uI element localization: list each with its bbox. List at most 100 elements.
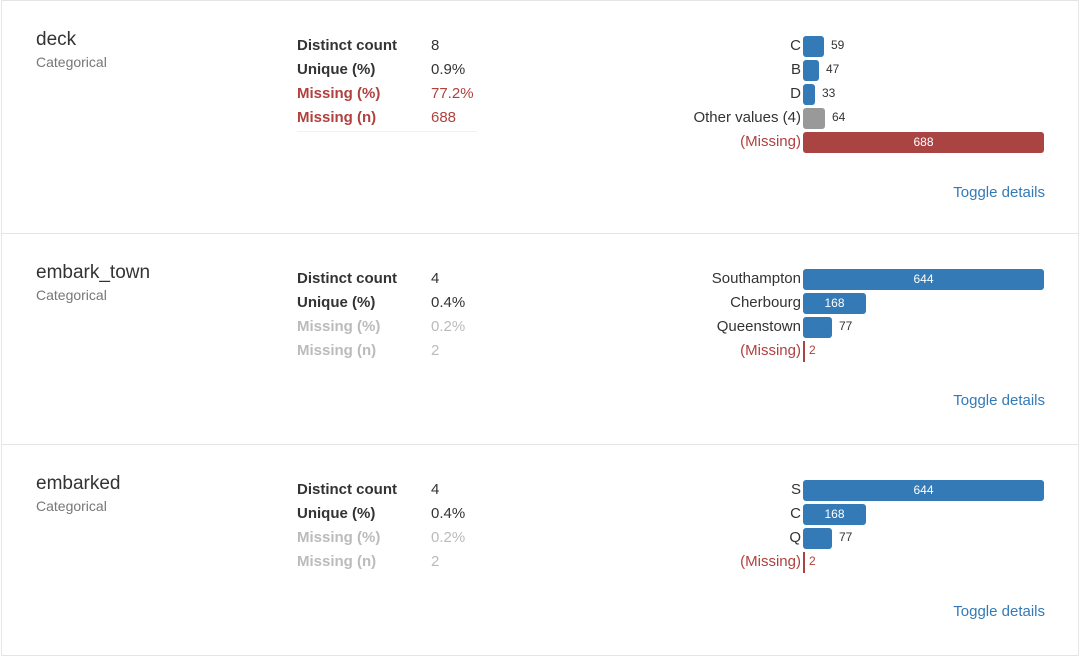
stats-table: Distinct count 4 Unique (%) 0.4% Missing (%)…: [297, 268, 477, 364]
stat-value: 0.4%: [431, 294, 466, 311]
frequency-row: Queenstown 77: [562, 316, 1062, 340]
stat-label: Missing (%): [297, 318, 381, 335]
stat-value: 8: [431, 37, 440, 54]
frequency-count: 168: [824, 507, 845, 521]
stat-label: Distinct count: [297, 37, 397, 54]
stat-row: Missing (n) 2: [297, 551, 477, 575]
stat-label: Missing (%): [297, 85, 381, 102]
frequency-chart: C 59 B 47 D 33 Other values (4) 64 (Missing) 688: [562, 35, 1062, 155]
stats-table: Distinct count 4 Unique (%) 0.4% Missing (%)…: [297, 479, 477, 575]
frequency-bar: [803, 528, 832, 549]
stat-row: Missing (%) 0.2%: [297, 316, 477, 340]
frequency-count: 2: [809, 343, 816, 357]
frequency-bar: [803, 84, 815, 105]
stat-row: Unique (%) 0.4%: [297, 503, 477, 527]
variable-type: Categorical: [36, 287, 107, 303]
frequency-label: S: [790, 481, 801, 498]
stat-row: Missing (%) 77.2%: [297, 83, 477, 107]
variable-row: embarked Categorical Distinct count 4 Unique…: [1, 445, 1079, 656]
variable-type: Categorical: [36, 54, 107, 70]
stat-label: Unique (%): [297, 61, 376, 78]
stat-value: 77.2%: [431, 85, 474, 102]
toggle-details-link[interactable]: Toggle details: [953, 184, 1045, 201]
frequency-count: 77: [839, 530, 853, 544]
stat-row: Unique (%) 0.4%: [297, 292, 477, 316]
stats-table: Distinct count 8 Unique (%) 0.9% Missing (%)…: [297, 35, 477, 132]
frequency-count: 688: [913, 135, 934, 149]
frequency-bar: 644: [803, 269, 1044, 290]
stat-value: 688: [431, 109, 457, 126]
frequency-label: Southampton: [711, 270, 801, 287]
frequency-row: Other values (4) 64: [562, 107, 1062, 131]
stat-label: Missing (n): [297, 109, 377, 126]
frequency-label: (Missing): [740, 133, 801, 150]
frequency-row: Cherbourg 168: [562, 292, 1062, 316]
frequency-row: Southampton 644: [562, 268, 1062, 292]
variable-row: deck Categorical Distinct count 8 Unique (%)…: [1, 0, 1079, 234]
frequency-row: C 59: [562, 35, 1062, 59]
frequency-bar: [803, 317, 832, 338]
frequency-row: C 168: [562, 503, 1062, 527]
variable-name: embark_town: [36, 262, 151, 283]
frequency-label: (Missing): [740, 342, 801, 359]
toggle-details-link[interactable]: Toggle details: [953, 392, 1045, 409]
stat-value: 4: [431, 270, 440, 287]
stat-label: Distinct count: [297, 481, 397, 498]
frequency-count: 2: [809, 554, 816, 568]
stat-label: Missing (%): [297, 529, 381, 546]
frequency-label: D: [790, 85, 801, 102]
frequency-row: (Missing) 2: [562, 551, 1062, 575]
frequency-row: (Missing) 2: [562, 340, 1062, 364]
stat-row: Missing (n) 2: [297, 340, 477, 364]
frequency-chart: S 644 C 168 Q 77 (Missing) 2: [562, 479, 1062, 575]
frequency-label: Q: [789, 529, 801, 546]
variable-name: embarked: [36, 473, 121, 494]
frequency-bar: 644: [803, 480, 1044, 501]
frequency-count: 47: [826, 62, 840, 76]
frequency-row: S 644: [562, 479, 1062, 503]
frequency-count: 64: [832, 110, 846, 124]
frequency-label: C: [790, 37, 801, 54]
frequency-label: Cherbourg: [730, 294, 801, 311]
frequency-bar: [803, 36, 824, 57]
stat-value: 0.2%: [431, 318, 466, 335]
frequency-count: 644: [913, 483, 934, 497]
frequency-bar: [803, 552, 805, 573]
stat-label: Missing (n): [297, 342, 377, 359]
stat-row: Missing (n) 688: [297, 107, 477, 132]
frequency-bar: 168: [803, 293, 866, 314]
stat-row: Missing (%) 0.2%: [297, 527, 477, 551]
stat-value: 2: [431, 553, 440, 570]
stat-row: Unique (%) 0.9%: [297, 59, 477, 83]
stat-value: 2: [431, 342, 440, 359]
stat-value: 0.2%: [431, 529, 466, 546]
toggle-details-link[interactable]: Toggle details: [953, 603, 1045, 620]
stat-label: Distinct count: [297, 270, 397, 287]
frequency-row: D 33: [562, 83, 1062, 107]
frequency-row: (Missing) 688: [562, 131, 1062, 155]
stat-label: Unique (%): [297, 505, 376, 522]
variable-name: deck: [36, 29, 77, 50]
frequency-bar: 688: [803, 132, 1044, 153]
frequency-chart: Southampton 644 Cherbourg 168 Queenstown 77 (M…: [562, 268, 1062, 364]
frequency-count: 644: [913, 272, 934, 286]
frequency-label: Other values (4): [693, 109, 801, 126]
variable-row: embark_town Categorical Distinct count 4 Uni…: [1, 234, 1079, 445]
frequency-bar: [803, 341, 805, 362]
frequency-count: 168: [824, 296, 845, 310]
frequency-count: 33: [822, 86, 836, 100]
frequency-count: 59: [831, 38, 845, 52]
stat-value: 0.4%: [431, 505, 466, 522]
stat-row: Distinct count 8: [297, 35, 477, 59]
stat-label: Missing (n): [297, 553, 377, 570]
stat-value: 4: [431, 481, 440, 498]
frequency-row: Q 77: [562, 527, 1062, 551]
variable-type: Categorical: [36, 498, 107, 514]
frequency-label: Queenstown: [716, 318, 801, 335]
stat-label: Unique (%): [297, 294, 376, 311]
frequency-bar: [803, 60, 819, 81]
stat-row: Distinct count 4: [297, 479, 477, 503]
stat-value: 0.9%: [431, 61, 466, 78]
frequency-bar: 168: [803, 504, 866, 525]
